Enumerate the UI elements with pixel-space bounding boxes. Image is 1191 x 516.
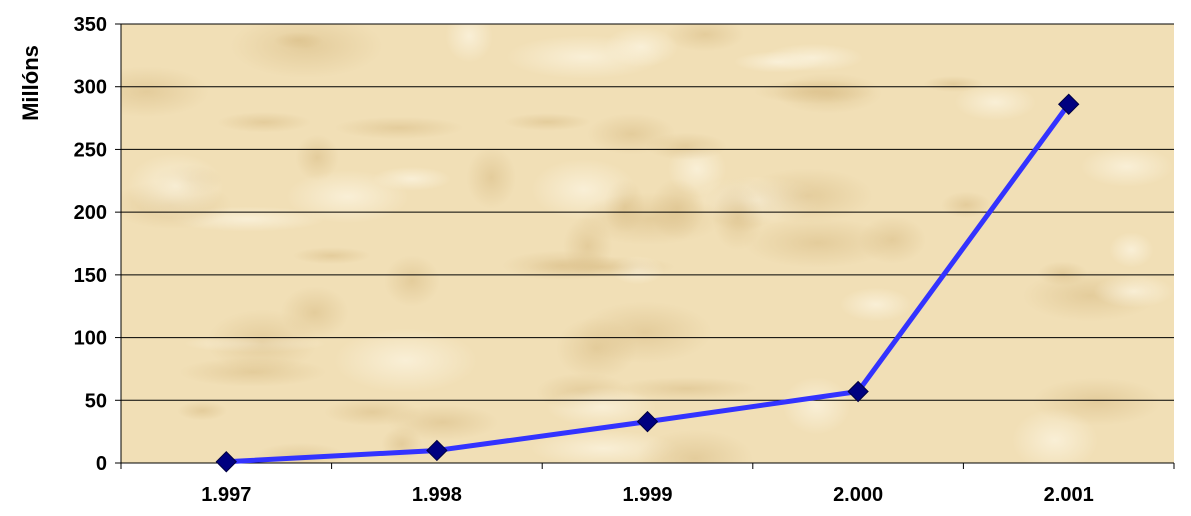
y-tick-label: 200 (74, 202, 107, 224)
x-tick-label: 1.998 (412, 484, 462, 506)
texture-blot (782, 376, 851, 435)
texture-blot (503, 113, 591, 131)
y-tick-label: 50 (85, 390, 107, 412)
x-tick-label: 2.001 (1044, 484, 1094, 506)
y-tick-label: 300 (74, 77, 107, 99)
texture-blot (466, 146, 517, 209)
texture-blot (645, 132, 727, 161)
x-tick-label: 2.000 (833, 484, 883, 506)
x-axis-tick-labels: 1.997 1.998 1.999 2.000 2.001 (201, 484, 1093, 506)
data-point-marker (847, 380, 869, 403)
texture-blot (577, 301, 713, 364)
y-tick-label: 150 (74, 265, 107, 287)
texture-blot (273, 31, 324, 49)
gridlines (115, 23, 1174, 464)
texture-blot (754, 79, 876, 104)
texture-blot (1093, 275, 1174, 308)
y-tick-label: 0 (96, 453, 107, 475)
texture-blot (615, 377, 758, 401)
texture-blot (334, 328, 478, 393)
texture-blot (372, 166, 452, 191)
texture-blot (386, 404, 499, 441)
texture-blot (230, 24, 383, 79)
texture-blot (733, 51, 823, 73)
data-point-marker (636, 410, 659, 433)
texture-blot (743, 218, 893, 268)
texture-blot (546, 387, 657, 427)
texture-blot (839, 287, 913, 322)
texture-blot (954, 83, 1036, 121)
texture-blot (527, 256, 676, 278)
texture-blot (742, 168, 873, 224)
texture-blot (121, 66, 210, 118)
texture-blot (665, 24, 745, 52)
texture-blot (576, 192, 723, 245)
y-axis-tick-labels: 0 50 100 150 200 250 300 350 (74, 14, 107, 475)
texture-blot (506, 35, 663, 79)
texture-blot (445, 24, 493, 63)
y-axis-title: Millóns (18, 45, 43, 121)
texture-blot (127, 153, 224, 219)
series-line (215, 93, 1080, 473)
data-point-marker (1057, 93, 1080, 115)
plot-area-background (121, 24, 1174, 463)
texture-blot (295, 134, 339, 181)
texture-blot (292, 247, 371, 265)
x-tick-label: 1.999 (622, 484, 672, 506)
data-point-marker (426, 439, 448, 462)
texture-blot (858, 216, 927, 264)
texture-blot (384, 255, 440, 307)
x-tick-label: 1.997 (201, 484, 251, 506)
data-point-marker (215, 451, 238, 473)
texture-blot (217, 112, 312, 133)
texture-blot (1080, 146, 1174, 188)
texture-blot (334, 116, 464, 140)
texture-blot (923, 75, 984, 93)
texture-blot (177, 401, 228, 421)
y-tick-label: 100 (74, 328, 107, 350)
texture-blot (1109, 232, 1154, 268)
y-tick-label: 250 (74, 139, 107, 161)
texture-blot (940, 191, 992, 219)
texture-blot (1011, 408, 1098, 463)
texture-blot (636, 429, 754, 463)
y-tick-label: 350 (74, 14, 107, 36)
axes (120, 24, 1175, 469)
texture-blot (206, 309, 318, 374)
